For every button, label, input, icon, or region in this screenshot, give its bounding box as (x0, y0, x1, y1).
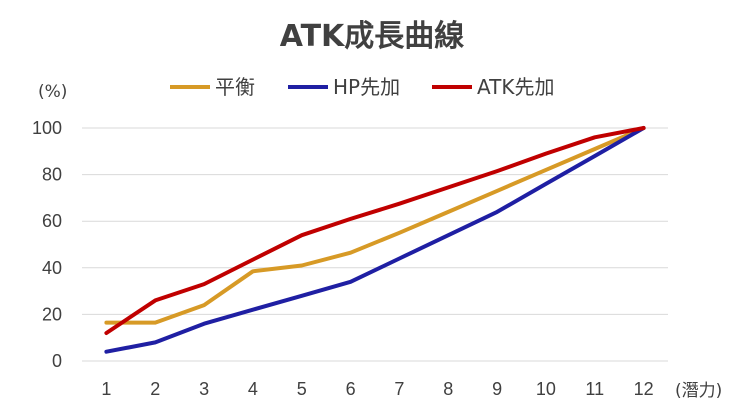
series-line-1 (104, 126, 646, 354)
series-line-2 (104, 126, 646, 335)
x-tick-label: 3 (199, 379, 209, 399)
x-tick-label: 8 (443, 379, 453, 399)
x-tick-label: 11 (585, 379, 604, 399)
y-tick-label: 60 (42, 211, 62, 231)
x-axis-label: (潛力) (675, 381, 722, 401)
y-axis-ticks: 0 20 40 60 80 100 (32, 118, 62, 371)
legend-label: 平衡 (215, 75, 255, 99)
y-tick-label: 0 (52, 351, 62, 371)
x-tick-label: 10 (536, 379, 556, 399)
x-axis-ticks: 1 2 3 4 5 6 7 8 9 10 11 12 (101, 379, 653, 399)
x-tick-label: 4 (248, 379, 258, 399)
x-tick-label: 6 (346, 379, 356, 399)
x-tick-label: 7 (394, 379, 404, 399)
plot-lines (104, 126, 646, 354)
y-tick-label: 40 (42, 258, 62, 278)
x-tick-label: 1 (101, 379, 111, 399)
x-tick-label: 9 (492, 379, 502, 399)
chart-title: ATK成長曲線 (280, 19, 465, 54)
y-tick-label: 80 (42, 165, 62, 185)
y-axis-label: (%) (38, 82, 67, 102)
x-tick-label: 5 (297, 379, 307, 399)
series-line-0 (104, 126, 646, 325)
x-tick-label: 12 (634, 379, 654, 399)
legend: 平衡 HP先加 ATK先加 (170, 75, 554, 99)
y-tick-label: 100 (32, 118, 62, 138)
legend-label: ATK先加 (477, 75, 554, 99)
legend-label: HP先加 (333, 75, 400, 99)
y-tick-label: 20 (42, 304, 62, 324)
x-tick-label: 2 (150, 379, 160, 399)
